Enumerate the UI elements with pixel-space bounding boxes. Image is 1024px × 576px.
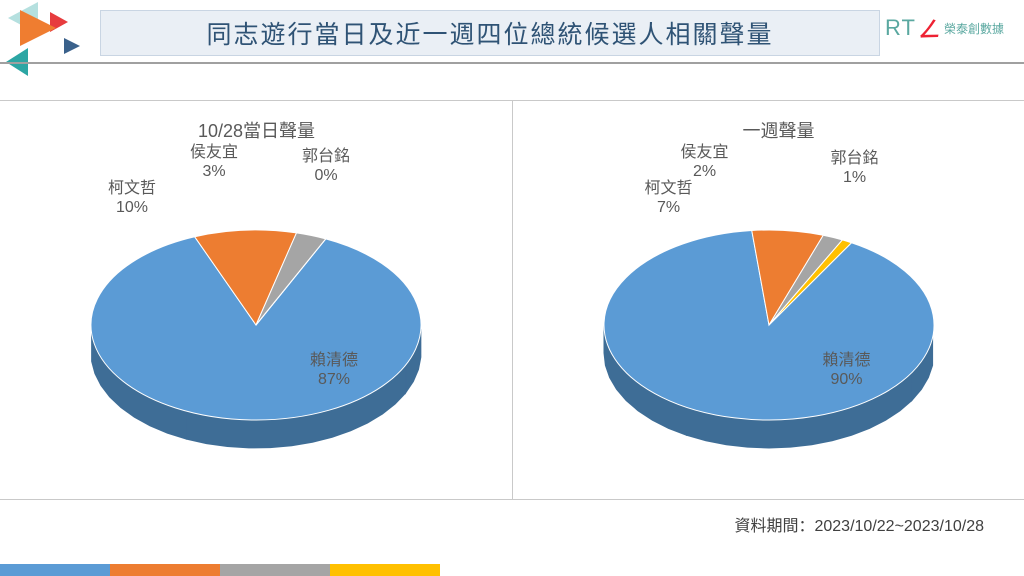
chart-daily: 10/28當日聲量賴清德87%柯文哲10%侯友宜3%郭台銘0% [0,100,513,500]
title-bar: 同志遊行當日及近一週四位總統候選人相關聲量 [100,10,880,56]
slice-label: 柯文哲7% [645,179,693,217]
slice-label: 侯友宜2% [681,143,729,181]
bottom-accent-bars [0,564,440,576]
slice-label: 郭台銘0% [302,147,350,185]
pie-chart [513,101,1024,501]
logo-swish-icon: ㄥ [918,12,940,44]
chart-weekly: 一週聲量賴清德90%柯文哲7%侯友宜2%郭台銘1% [513,100,1024,500]
corner-decoration [0,0,90,90]
page-title: 同志遊行當日及近一週四位總統候選人相關聲量 [206,15,773,51]
charts-row: 10/28當日聲量賴清德87%柯文哲10%侯友宜3%郭台銘0% 一週聲量賴清德9… [0,100,1024,500]
slice-label: 賴清德87% [310,351,358,389]
slice-label: 柯文哲10% [108,179,156,217]
logo-subtext: 榮泰創數據 [944,20,1004,37]
date-range: 資料期間：2023/10/22~2023/10/28 [734,512,984,536]
pie-chart [0,101,512,501]
slice-label: 郭台銘1% [831,149,879,187]
divider [0,62,1024,64]
slice-label: 侯友宜3% [190,143,238,181]
brand-logo: RTㄥ 榮泰創數據 [885,12,1004,44]
logo-text: RT [885,15,916,41]
slice-label: 賴清德90% [823,351,871,389]
